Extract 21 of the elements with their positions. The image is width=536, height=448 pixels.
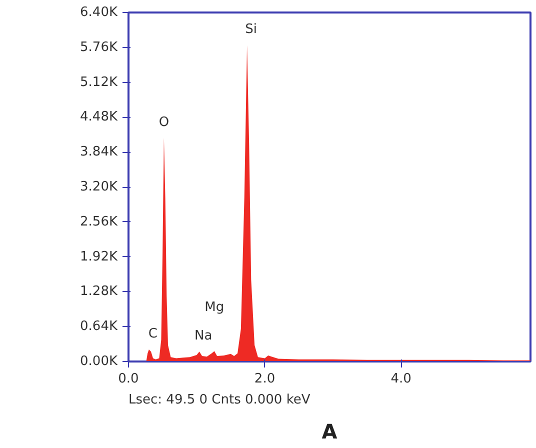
y-tick-label: 3.20K — [80, 180, 118, 194]
y-tick-label: 2.56K — [80, 214, 118, 230]
text: A — [322, 420, 338, 444]
x-tick-label: 4.0 — [390, 372, 412, 386]
y-tick-label: 4.48K — [80, 110, 118, 125]
y-tick-label: 1.92K — [80, 249, 118, 264]
annotation: O — [158, 114, 170, 130]
x-tick-label: 0.0 — [118, 372, 139, 386]
y-tick-label: 6.40K — [80, 5, 118, 20]
annotation: Si — [245, 22, 257, 38]
text: Lsec: 49.5 0 Cnts 0.000 keV — [128, 392, 310, 408]
x-tick-label: 2.0 — [254, 372, 276, 386]
y-tick-label: 0.00K — [80, 354, 118, 369]
annotation: Mg — [204, 300, 224, 316]
y-tick-label: 5.76K — [80, 40, 118, 55]
y-tick-label: 3.84K — [80, 144, 118, 160]
y-tick-label: 5.12K — [80, 74, 118, 90]
annotation: C — [148, 326, 158, 342]
y-tick-label: 0.64K — [80, 319, 118, 334]
annotation: Na — [194, 328, 212, 344]
y-tick-label: 1.28K — [80, 284, 118, 300]
